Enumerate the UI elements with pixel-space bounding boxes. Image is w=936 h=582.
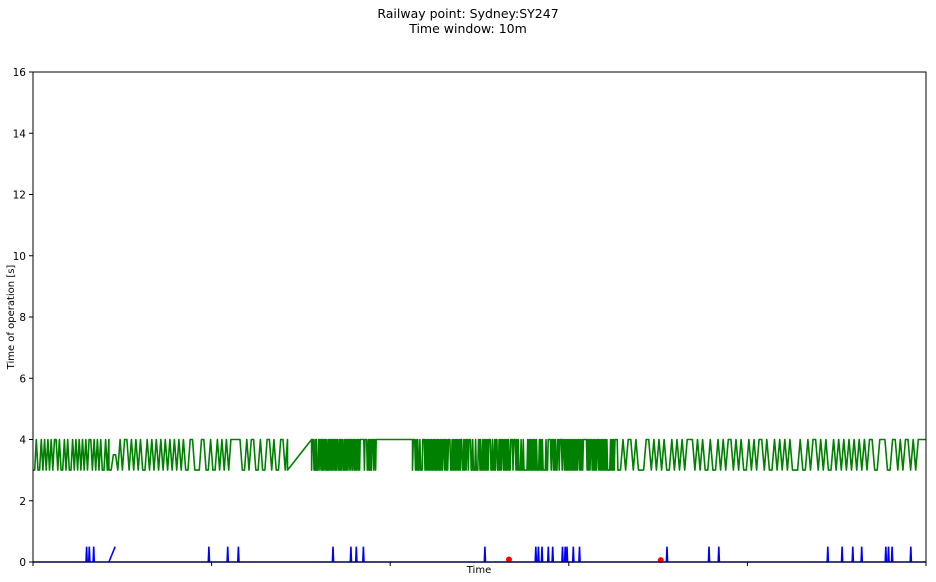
blue-series-spike bbox=[354, 546, 358, 563]
blue-series-spike bbox=[571, 546, 575, 563]
green-series-line bbox=[33, 438, 926, 471]
y-tick-label: 4 bbox=[19, 435, 26, 447]
red-point bbox=[505, 556, 512, 563]
y-tick-label: 14 bbox=[13, 128, 27, 140]
blue-series-spike bbox=[87, 546, 91, 563]
blue-series-spike bbox=[551, 546, 555, 563]
blue-series-spike bbox=[565, 546, 569, 563]
blue-series-spike bbox=[546, 546, 550, 563]
y-tick-label: 0 bbox=[19, 557, 26, 569]
chart-subtitle: Time window: 10m bbox=[409, 21, 527, 36]
blue-series-spike bbox=[349, 546, 353, 563]
blue-series-spike bbox=[578, 546, 581, 563]
blue-series-spike bbox=[851, 546, 855, 563]
blue-series-spike bbox=[534, 546, 538, 563]
blue-series-spike bbox=[207, 546, 211, 563]
blue-series-spike bbox=[226, 546, 230, 563]
blue-series-spike bbox=[860, 546, 864, 563]
blue-series-spike bbox=[665, 546, 669, 563]
blue-series-spike bbox=[887, 546, 890, 563]
x-axis bbox=[32, 562, 927, 566]
blue-series-spike bbox=[561, 546, 564, 563]
blue-series-spike bbox=[537, 546, 540, 563]
blue-series-spike bbox=[483, 546, 487, 563]
chart-title: Railway point: Sydney:SY247 bbox=[377, 6, 559, 21]
blue-series-spike bbox=[707, 546, 711, 563]
blue-series-spike bbox=[563, 546, 567, 563]
blue-series-spike bbox=[237, 546, 240, 563]
x-axis-label: Time bbox=[466, 565, 491, 576]
blue-series-spike bbox=[884, 546, 888, 563]
y-tick-label: 8 bbox=[19, 312, 26, 324]
blue-series-spike bbox=[890, 546, 894, 563]
y-axis: 0 2 4 6 8 10 12 14 16 bbox=[13, 67, 33, 569]
blue-series-spike bbox=[717, 546, 721, 563]
blue-series-spike bbox=[840, 546, 844, 563]
y-axis-label: Time of operation [s] bbox=[6, 265, 17, 371]
blue-series-spike bbox=[85, 546, 88, 563]
blue-series-spike bbox=[92, 546, 96, 563]
series-layer bbox=[33, 438, 926, 564]
blue-series-spike bbox=[540, 546, 544, 563]
y-tick-label: 12 bbox=[13, 190, 26, 202]
y-tick-label: 6 bbox=[19, 373, 26, 385]
blue-series-ramp bbox=[108, 546, 116, 563]
plot-frame bbox=[32, 71, 927, 563]
blue-series-spike bbox=[909, 546, 913, 563]
y-tick-label: 2 bbox=[19, 496, 26, 508]
blue-series-spike bbox=[826, 546, 830, 563]
blue-series-spike bbox=[331, 546, 335, 563]
y-tick-label: 16 bbox=[13, 67, 27, 79]
blue-series-spike bbox=[362, 546, 365, 563]
y-tick-label: 10 bbox=[13, 251, 26, 263]
